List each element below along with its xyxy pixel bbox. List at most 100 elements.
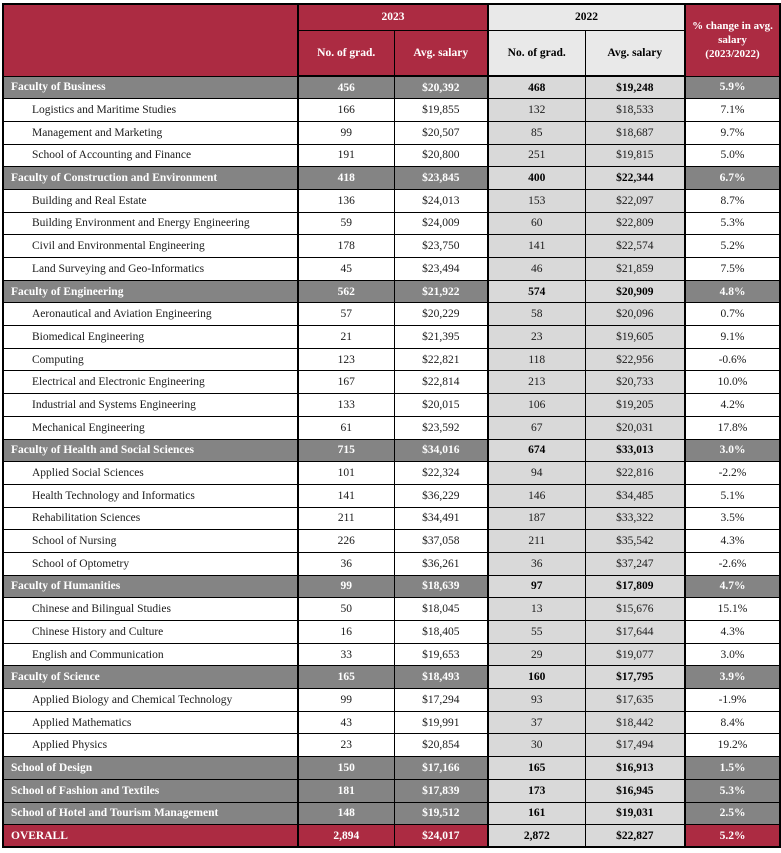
salary-2023-cell: $20,854 bbox=[393, 733, 489, 758]
grad-2023-cell: 211 bbox=[297, 506, 395, 531]
grad-2022-cell: 213 bbox=[487, 370, 586, 395]
row-label: Building and Real Estate bbox=[2, 188, 299, 213]
row-label: Applied Mathematics bbox=[2, 710, 299, 735]
pct-change-cell: 0.7% bbox=[684, 302, 781, 327]
grad-2022-cell: 46 bbox=[487, 257, 586, 281]
grad-2023-cell: 165 bbox=[297, 665, 395, 690]
grad-2023-cell: 191 bbox=[297, 143, 395, 168]
pct-change-cell: 5.9% bbox=[684, 75, 781, 100]
grad-2023-cell: 61 bbox=[297, 415, 395, 440]
salary-2022-cell: $21,859 bbox=[584, 257, 686, 281]
pct-change-cell: 8.4% bbox=[684, 710, 781, 735]
year-header-row: 2023 2022 % change in avg. salary (2023/… bbox=[2, 3, 781, 77]
table-row: Building and Real Estate 136 $24,013 153 $22… bbox=[2, 188, 781, 213]
grad-2022-cell: 94 bbox=[487, 461, 586, 485]
salary-2023-cell: $19,653 bbox=[393, 642, 489, 667]
row-label: School of Nursing bbox=[2, 529, 299, 553]
pct-change-cell: 15.1% bbox=[684, 597, 781, 621]
grad-2023-cell: 418 bbox=[297, 166, 395, 190]
grad-2023-cell: 123 bbox=[297, 347, 395, 372]
table-row: Management and Marketing 99 $20,507 85 $18,6… bbox=[2, 120, 781, 145]
grad-2023-cell: 57 bbox=[297, 302, 395, 327]
salary-2023-cell: $22,814 bbox=[393, 370, 489, 395]
table-row: Faculty of Humanities 99 $18,639 97 $17,809 4… bbox=[2, 574, 781, 599]
grad-2022-cell: 36 bbox=[487, 551, 586, 576]
salary-2023-cell: $19,855 bbox=[393, 98, 489, 122]
table-row: Faculty of Construction and Environment 4… bbox=[2, 166, 781, 190]
row-label: Faculty of Science bbox=[2, 665, 299, 690]
row-label: Applied Social Sciences bbox=[2, 461, 299, 485]
grad-2022-cell: 146 bbox=[487, 483, 586, 508]
salary-2022-cell: $20,909 bbox=[584, 279, 686, 304]
header-corner-cell bbox=[2, 3, 299, 77]
grad-2023-cell: 562 bbox=[297, 279, 395, 304]
pct-change-cell: 5.3% bbox=[684, 778, 781, 803]
table-row: Applied Biology and Chemical Technology 9… bbox=[2, 688, 781, 712]
pct-change-cell: 3.0% bbox=[684, 642, 781, 667]
salary-2023-cell: $37,058 bbox=[393, 529, 489, 553]
row-label: School of Design bbox=[2, 756, 299, 780]
grad-2022-cell: 67 bbox=[487, 415, 586, 440]
pct-change-cell: 7.1% bbox=[684, 98, 781, 122]
salary-2022-cell: $19,205 bbox=[584, 393, 686, 417]
salary-2023-cell: $18,493 bbox=[393, 665, 489, 690]
grad-2022-cell: 187 bbox=[487, 506, 586, 531]
grad-2022-cell: 153 bbox=[487, 188, 586, 213]
salary-2022-cell: $17,795 bbox=[584, 665, 686, 690]
table-row: School of Fashion and Textiles 181 $17,839… bbox=[2, 778, 781, 803]
row-label: Health Technology and Informatics bbox=[2, 483, 299, 508]
salary-2022-cell: $16,913 bbox=[584, 756, 686, 780]
salary-2022-cell: $18,533 bbox=[584, 98, 686, 122]
row-label: Logistics and Maritime Studies bbox=[2, 98, 299, 122]
salary-2022-cell: $35,542 bbox=[584, 529, 686, 553]
grad-2022-cell: 29 bbox=[487, 642, 586, 667]
grad-2023-cell: 23 bbox=[297, 733, 395, 758]
table-row: Applied Physics 23 $20,854 30 $17,494 19.2% bbox=[2, 733, 781, 758]
row-label: Land Surveying and Geo-Informatics bbox=[2, 257, 299, 281]
salary-2023-cell: $18,639 bbox=[393, 574, 489, 599]
salary-2023-cell: $22,821 bbox=[393, 347, 489, 372]
table-row: School of Accounting and Finance 191 $20,8… bbox=[2, 143, 781, 168]
table-row: Faculty of Health and Social Sciences 715… bbox=[2, 438, 781, 463]
row-label: OVERALL bbox=[2, 824, 299, 848]
salary-2022-cell: $22,809 bbox=[584, 211, 686, 236]
row-label: School of Optometry bbox=[2, 551, 299, 576]
salary-2022-cell: $20,733 bbox=[584, 370, 686, 395]
table-row: Industrial and Systems Engineering 133 $20… bbox=[2, 393, 781, 417]
grad-2022-cell: 85 bbox=[487, 120, 586, 145]
pct-change-cell: 4.3% bbox=[684, 620, 781, 644]
graduate-salary-table: 2023 2022 % change in avg. salary (2023/… bbox=[2, 3, 781, 849]
row-label: Computing bbox=[2, 347, 299, 372]
table-row: Rehabilitation Sciences 211 $34,491 187 $33,… bbox=[2, 506, 781, 531]
grad-2023-cell: 16 bbox=[297, 620, 395, 644]
row-label: Faculty of Construction and Environment bbox=[2, 166, 299, 190]
grad-2022-cell: 468 bbox=[487, 75, 586, 100]
pct-change-cell: 5.2% bbox=[684, 824, 781, 848]
salary-2023-cell: $19,512 bbox=[393, 801, 489, 826]
pct-change-cell: 17.8% bbox=[684, 415, 781, 440]
row-label: Civil and Environmental Engineering bbox=[2, 234, 299, 258]
grad-2023-cell: 59 bbox=[297, 211, 395, 236]
table-row: Logistics and Maritime Studies 166 $19,855… bbox=[2, 98, 781, 122]
pct-change-cell: 5.3% bbox=[684, 211, 781, 236]
grad-2022-cell: 58 bbox=[487, 302, 586, 327]
salary-2023-cell: $20,800 bbox=[393, 143, 489, 168]
salary-2022-cell: $16,945 bbox=[584, 778, 686, 803]
grad-2022-cell: 251 bbox=[487, 143, 586, 168]
row-label: Applied Biology and Chemical Technology bbox=[2, 688, 299, 712]
pct-change-cell: 3.5% bbox=[684, 506, 781, 531]
table-row: Faculty of Business 456 $20,392 468 $19,248 5… bbox=[2, 75, 781, 100]
row-label: Industrial and Systems Engineering bbox=[2, 393, 299, 417]
grad-2023-cell: 715 bbox=[297, 438, 395, 463]
salary-2023-cell: $19,991 bbox=[393, 710, 489, 735]
grad-2022-cell: 97 bbox=[487, 574, 586, 599]
grad-2023-cell: 150 bbox=[297, 756, 395, 780]
pct-change-cell: 19.2% bbox=[684, 733, 781, 758]
salary-2022-cell: $19,248 bbox=[584, 75, 686, 100]
table-row: Mechanical Engineering 61 $23,592 67 $20,031… bbox=[2, 415, 781, 440]
grad-2023-cell: 181 bbox=[297, 778, 395, 803]
row-label: Management and Marketing bbox=[2, 120, 299, 145]
pct-change-cell: 7.5% bbox=[684, 257, 781, 281]
salary-2022-cell: $22,574 bbox=[584, 234, 686, 258]
grad-2023-cell: 99 bbox=[297, 688, 395, 712]
